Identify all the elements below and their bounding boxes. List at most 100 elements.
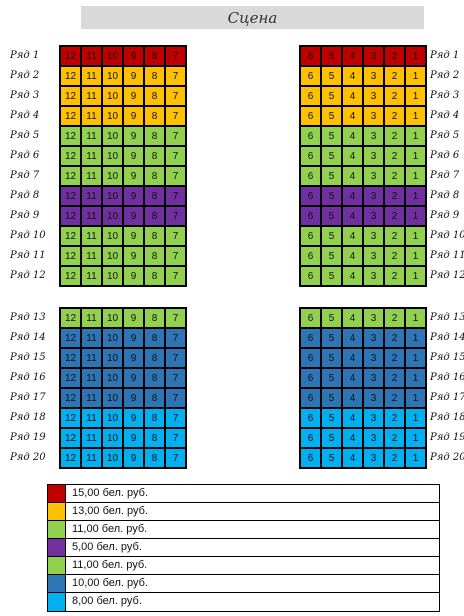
seat[interactable]: 9 — [123, 246, 144, 266]
seat[interactable]: 11 — [81, 146, 102, 166]
seat[interactable]: 11 — [81, 46, 102, 66]
seat[interactable]: 12 — [60, 86, 81, 106]
seat[interactable]: 4 — [342, 368, 363, 388]
seat[interactable]: 6 — [300, 348, 321, 368]
seat[interactable]: 1 — [405, 206, 426, 226]
seat[interactable]: 5 — [321, 448, 342, 468]
seat[interactable]: 7 — [165, 348, 186, 368]
seat[interactable]: 5 — [321, 408, 342, 428]
seat[interactable]: 10 — [102, 226, 123, 246]
seat[interactable]: 4 — [342, 46, 363, 66]
seat[interactable]: 11 — [81, 186, 102, 206]
seat[interactable]: 1 — [405, 408, 426, 428]
seat[interactable]: 5 — [321, 308, 342, 328]
seat[interactable]: 6 — [300, 308, 321, 328]
seat[interactable]: 2 — [384, 166, 405, 186]
seat[interactable]: 8 — [144, 46, 165, 66]
seat[interactable]: 11 — [81, 126, 102, 146]
seat[interactable]: 2 — [384, 448, 405, 468]
seat[interactable]: 3 — [363, 106, 384, 126]
seat[interactable]: 9 — [123, 408, 144, 428]
seat[interactable]: 7 — [165, 448, 186, 468]
seat[interactable]: 11 — [81, 368, 102, 388]
seat[interactable]: 8 — [144, 428, 165, 448]
seat[interactable]: 10 — [102, 206, 123, 226]
seat[interactable]: 11 — [81, 308, 102, 328]
seat[interactable]: 11 — [81, 66, 102, 86]
seat[interactable]: 11 — [81, 226, 102, 246]
seat[interactable]: 6 — [300, 106, 321, 126]
seat[interactable]: 2 — [384, 66, 405, 86]
seat[interactable]: 2 — [384, 308, 405, 328]
seat[interactable]: 3 — [363, 166, 384, 186]
seat[interactable]: 11 — [81, 348, 102, 368]
seat[interactable]: 8 — [144, 308, 165, 328]
seat[interactable]: 4 — [342, 206, 363, 226]
seat[interactable]: 11 — [81, 206, 102, 226]
seat[interactable]: 12 — [60, 166, 81, 186]
seat[interactable]: 12 — [60, 328, 81, 348]
seat[interactable]: 11 — [81, 86, 102, 106]
seat[interactable]: 3 — [363, 86, 384, 106]
seat[interactable]: 6 — [300, 206, 321, 226]
seat[interactable]: 6 — [300, 186, 321, 206]
seat[interactable]: 9 — [123, 328, 144, 348]
seat[interactable]: 2 — [384, 46, 405, 66]
seat[interactable]: 11 — [81, 408, 102, 428]
seat[interactable]: 5 — [321, 66, 342, 86]
seat[interactable]: 7 — [165, 126, 186, 146]
seat[interactable]: 9 — [123, 206, 144, 226]
seat[interactable]: 12 — [60, 448, 81, 468]
seat[interactable]: 1 — [405, 428, 426, 448]
seat[interactable]: 2 — [384, 246, 405, 266]
seat[interactable]: 3 — [363, 348, 384, 368]
seat[interactable]: 7 — [165, 368, 186, 388]
seat[interactable]: 5 — [321, 106, 342, 126]
seat[interactable]: 1 — [405, 146, 426, 166]
seat[interactable]: 1 — [405, 328, 426, 348]
seat[interactable]: 2 — [384, 106, 405, 126]
seat[interactable]: 5 — [321, 266, 342, 286]
seat[interactable]: 10 — [102, 408, 123, 428]
seat[interactable]: 6 — [300, 246, 321, 266]
seat[interactable]: 10 — [102, 266, 123, 286]
seat[interactable]: 12 — [60, 46, 81, 66]
seat[interactable]: 1 — [405, 348, 426, 368]
seat[interactable]: 12 — [60, 408, 81, 428]
seat[interactable]: 3 — [363, 126, 384, 146]
seat[interactable]: 2 — [384, 408, 405, 428]
seat[interactable]: 5 — [321, 428, 342, 448]
seat[interactable]: 2 — [384, 226, 405, 246]
seat[interactable]: 3 — [363, 448, 384, 468]
seat[interactable]: 8 — [144, 246, 165, 266]
seat[interactable]: 5 — [321, 146, 342, 166]
seat[interactable]: 8 — [144, 348, 165, 368]
seat[interactable]: 6 — [300, 86, 321, 106]
seat[interactable]: 12 — [60, 388, 81, 408]
seat[interactable]: 7 — [165, 166, 186, 186]
seat[interactable]: 11 — [81, 106, 102, 126]
seat[interactable]: 7 — [165, 328, 186, 348]
seat[interactable]: 4 — [342, 448, 363, 468]
seat[interactable]: 3 — [363, 206, 384, 226]
seat[interactable]: 1 — [405, 388, 426, 408]
seat[interactable]: 11 — [81, 266, 102, 286]
seat[interactable]: 10 — [102, 106, 123, 126]
seat[interactable]: 10 — [102, 166, 123, 186]
seat[interactable]: 8 — [144, 106, 165, 126]
seat[interactable]: 8 — [144, 266, 165, 286]
seat[interactable]: 5 — [321, 388, 342, 408]
seat[interactable]: 12 — [60, 126, 81, 146]
seat[interactable]: 6 — [300, 166, 321, 186]
seat[interactable]: 11 — [81, 388, 102, 408]
seat[interactable]: 8 — [144, 328, 165, 348]
seat[interactable]: 8 — [144, 66, 165, 86]
seat[interactable]: 7 — [165, 106, 186, 126]
seat[interactable]: 8 — [144, 146, 165, 166]
seat[interactable]: 1 — [405, 66, 426, 86]
seat[interactable]: 3 — [363, 226, 384, 246]
seat[interactable]: 9 — [123, 308, 144, 328]
seat[interactable]: 3 — [363, 46, 384, 66]
seat[interactable]: 8 — [144, 368, 165, 388]
seat[interactable]: 12 — [60, 266, 81, 286]
